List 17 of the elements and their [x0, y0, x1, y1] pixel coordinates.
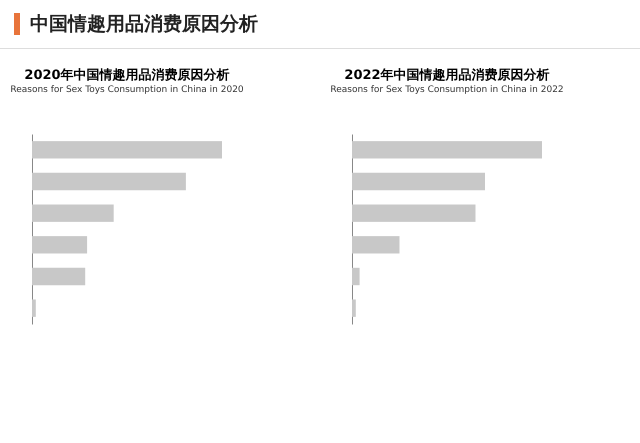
bar — [352, 141, 542, 159]
bar — [352, 236, 400, 254]
bar — [352, 299, 356, 317]
bar — [352, 204, 476, 222]
bar — [32, 172, 186, 190]
bar — [32, 299, 36, 317]
chart-subtitle: Reasons for Sex Toys Consumption in China in 2020 — [10, 85, 244, 95]
bar — [32, 141, 222, 159]
text: 中国情趣用品消费原因分析 — [30, 12, 258, 37]
bar — [32, 204, 114, 222]
chart-title: 2022年中国情趣用品消费原因分析 — [344, 68, 550, 83]
bar — [352, 268, 360, 286]
chart-subtitle: Reasons for Sex Toys Consumption in China in 2022 — [330, 85, 564, 95]
chart-title: 2020年中国情趣用品消费原因分析 — [24, 68, 230, 83]
bar — [32, 236, 88, 254]
bar — [32, 268, 86, 286]
bar — [352, 172, 485, 190]
